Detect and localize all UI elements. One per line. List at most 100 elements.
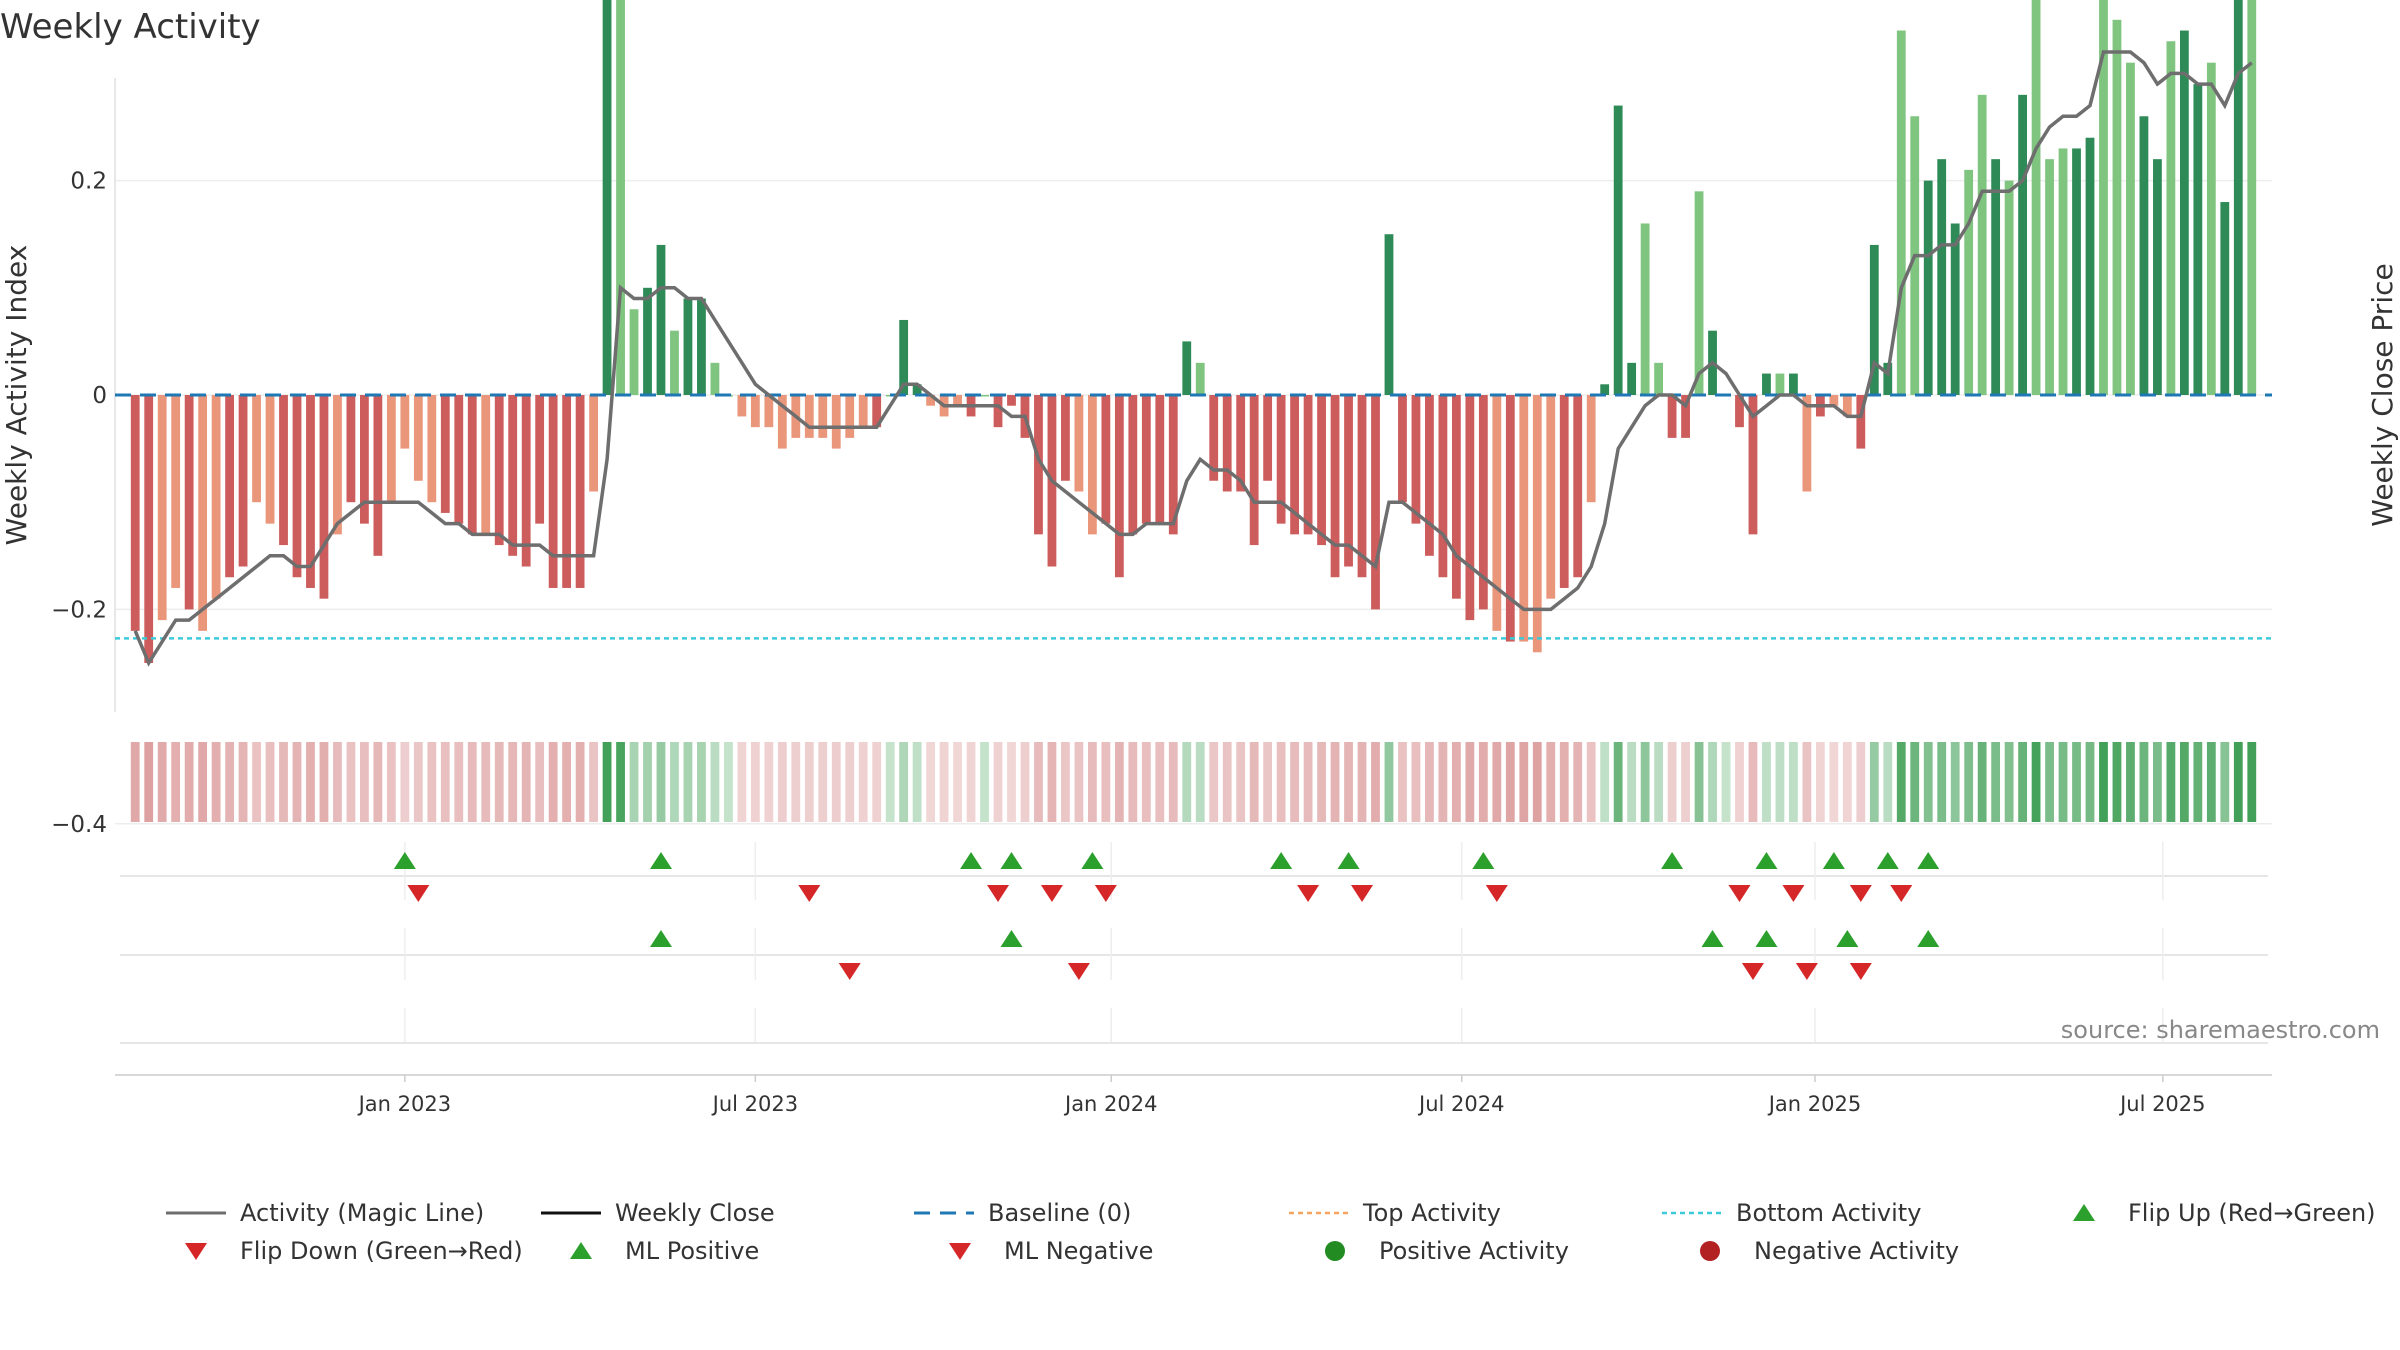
- heat-strip-cell: [629, 742, 639, 822]
- flip-down-marker: [1351, 885, 1374, 902]
- heat-strip-cell: [481, 742, 491, 822]
- activity-bar: [2193, 84, 2203, 396]
- activity-bar: [454, 395, 464, 524]
- activity-bar: [2166, 41, 2176, 396]
- activity-bar: [777, 395, 787, 449]
- activity-bar: [629, 309, 639, 395]
- heat-strip-cell: [171, 742, 181, 822]
- activity-bar: [2031, 0, 2041, 395]
- x-tick-label: Jan 2025: [1767, 1092, 1862, 1116]
- legend-symbol: [2073, 1204, 2095, 1221]
- activity-bar: [1357, 395, 1367, 578]
- heat-strip-cell: [1074, 742, 1084, 822]
- activity-bar: [2004, 180, 2014, 395]
- legend-label: Activity (Magic Line): [240, 1199, 485, 1227]
- activity-bar: [521, 395, 531, 567]
- activity-bar: [1748, 395, 1758, 535]
- heat-strip-cell: [1249, 742, 1259, 822]
- heat-strip-cell: [1344, 742, 1353, 822]
- heat-strip-cell: [575, 742, 585, 822]
- heat-strip-cell: [643, 742, 652, 822]
- activity-bar: [1492, 395, 1502, 631]
- activity-bar: [2153, 159, 2162, 395]
- activity-bar: [1654, 362, 1664, 395]
- flip-up-marker: [1917, 852, 1940, 869]
- activity-bars: [130, 0, 2257, 663]
- heat-strip-cell: [1586, 742, 1596, 822]
- legend-symbol: [185, 1243, 207, 1260]
- ml-positive-marker: [1836, 930, 1859, 947]
- y-tick-label: 0.2: [70, 169, 107, 195]
- heat-strip-cell: [2031, 742, 2041, 822]
- heat-strip-cell: [1371, 742, 1380, 822]
- activity-bar: [764, 395, 774, 428]
- activity-bar: [980, 395, 989, 397]
- heat-strip-cell: [1815, 742, 1825, 822]
- activity-bar: [1964, 169, 1974, 395]
- heat-strip-cell: [2126, 742, 2135, 822]
- activity-bar: [1478, 395, 1488, 610]
- heat-strip-cell: [1155, 742, 1165, 822]
- legend-label: ML Negative: [1004, 1237, 1154, 1265]
- heat-strip-cell: [750, 742, 760, 822]
- ml-negative-marker: [1795, 963, 1818, 980]
- flip-down-marker: [1849, 885, 1872, 902]
- flip-up-marker: [1081, 852, 1104, 869]
- heat-strip-cell: [535, 742, 545, 822]
- activity-bar: [1762, 373, 1771, 395]
- heat-strip-cell: [1101, 742, 1111, 822]
- legend-swatch: [949, 1243, 971, 1260]
- activity-bar: [494, 395, 504, 546]
- heat-strip-cell: [2099, 742, 2108, 822]
- heat-strip-cell: [1290, 742, 1300, 822]
- legend-item: Positive Activity: [1305, 1234, 1569, 1268]
- heat-strip-cell: [818, 742, 828, 822]
- ml-positive-marker: [649, 930, 672, 947]
- heat-strip-cell: [953, 742, 962, 822]
- heat-strip-cell: [872, 742, 882, 822]
- activity-bar: [265, 395, 275, 524]
- activity-bar: [225, 395, 234, 578]
- activity-bar: [1344, 395, 1353, 567]
- heat-strip-cell: [602, 742, 612, 822]
- ml-negative-marker: [838, 963, 861, 980]
- flip-up-marker: [649, 852, 672, 869]
- heat-strip-cell: [1047, 742, 1057, 822]
- heat-strip-cell: [1303, 742, 1313, 822]
- flip-up-marker: [960, 852, 983, 869]
- ml-negative-marker: [1067, 963, 1090, 980]
- activity-bar: [1829, 395, 1839, 406]
- activity-bar: [2058, 148, 2068, 395]
- activity-bar: [1937, 159, 1947, 395]
- heat-strip-cell: [777, 742, 787, 822]
- heat-strip-cell: [2004, 742, 2014, 822]
- activity-bar: [926, 395, 936, 406]
- heat-strip-cell: [413, 742, 423, 822]
- x-tick-label: Jul 2024: [1417, 1092, 1504, 1116]
- legend-item: Weekly Close: [541, 1196, 775, 1230]
- activity-bar: [1101, 395, 1111, 524]
- heat-strip-cell: [912, 742, 922, 822]
- legend-item: Baseline (0): [914, 1196, 1131, 1230]
- heat-strip-cell: [966, 742, 976, 822]
- heat-strip-cell: [1505, 742, 1515, 822]
- activity-bar: [198, 395, 208, 631]
- legend-item: Top Activity: [1289, 1196, 1501, 1230]
- activity-bar: [184, 395, 194, 610]
- heat-strip-cell: [265, 742, 275, 822]
- activity-bar: [1789, 373, 1798, 395]
- activity-bar: [1735, 395, 1744, 428]
- activity-bar: [2112, 19, 2122, 396]
- heat-strip-cell: [1762, 742, 1771, 822]
- activity-bar: [831, 395, 841, 449]
- heat-strip-cell: [279, 742, 288, 822]
- heat-strip-cell: [2153, 742, 2162, 822]
- heat-strip-cell: [1869, 742, 1879, 822]
- activity-bar: [1977, 94, 1987, 395]
- activity-bar: [292, 395, 302, 578]
- heat-strip-cell: [670, 742, 679, 822]
- heat-strip-cell: [1681, 742, 1690, 822]
- heat-strip-cell: [400, 742, 410, 822]
- heat-strip-cell: [1721, 742, 1731, 822]
- legend-label: ML Positive: [625, 1237, 760, 1265]
